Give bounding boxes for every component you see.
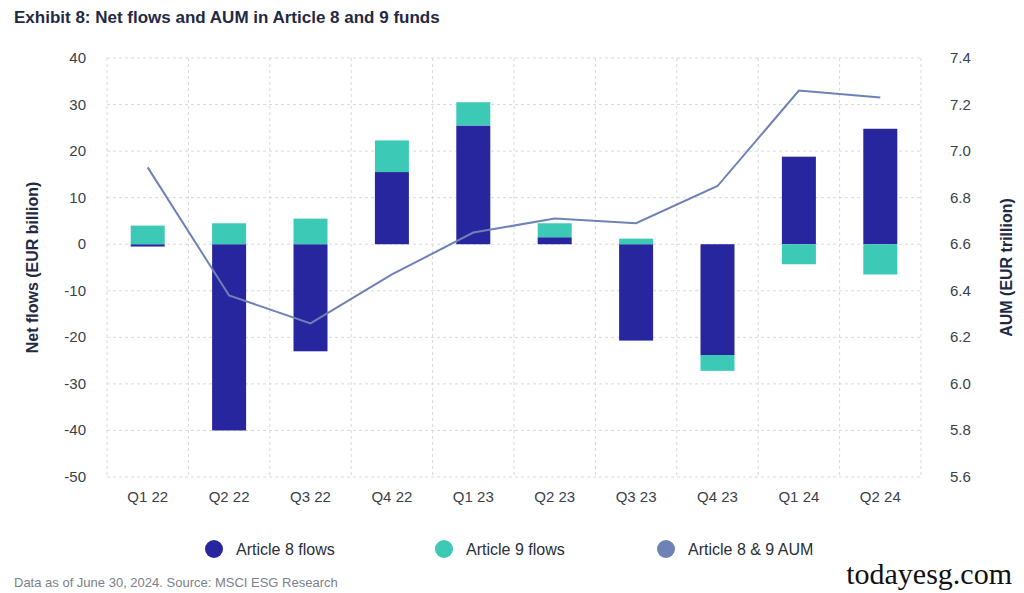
grid-line bbox=[107, 58, 921, 59]
y-tick-label: 30 bbox=[69, 96, 86, 113]
grid-line bbox=[107, 477, 921, 478]
y2-tick-label: 5.8 bbox=[950, 421, 971, 438]
bar bbox=[538, 237, 572, 244]
legend-marker bbox=[435, 540, 453, 558]
x-tick-label: Q2 24 bbox=[860, 488, 901, 505]
y2-tick-label: 7.2 bbox=[950, 96, 971, 113]
y-tick-label: -50 bbox=[64, 468, 86, 485]
legend-marker bbox=[205, 540, 223, 558]
bar bbox=[619, 239, 653, 245]
watermark: todayesg.com bbox=[846, 557, 1012, 590]
y2-axis: 5.6 5.8 6.0 6.2 6.4 6.6 6.8 7.0 7.2 7.4 bbox=[950, 49, 971, 485]
x-tick-label: Q1 23 bbox=[453, 488, 494, 505]
bar bbox=[456, 102, 490, 125]
marks bbox=[131, 91, 898, 431]
category-separator bbox=[269, 58, 270, 477]
chart: Exhibit 8: Net flows and AUM in Article … bbox=[0, 0, 1024, 593]
x-tick-label: Q1 24 bbox=[778, 488, 819, 505]
bar bbox=[863, 129, 897, 244]
grid bbox=[107, 58, 921, 477]
y2-tick-label: 6.6 bbox=[950, 235, 971, 252]
y2-tick-label: 7.4 bbox=[950, 49, 971, 66]
bar bbox=[212, 223, 246, 244]
x-tick-label: Q1 22 bbox=[127, 488, 168, 505]
bar bbox=[863, 244, 897, 274]
category-separator bbox=[839, 58, 840, 477]
y-axis-title: Net flows (EUR billion) bbox=[24, 182, 41, 354]
bar bbox=[701, 355, 735, 371]
y2-tick-label: 6.0 bbox=[950, 375, 971, 392]
bar bbox=[375, 140, 409, 172]
category-separator bbox=[758, 58, 759, 477]
bar bbox=[375, 172, 409, 244]
legend-label: Article 8 flows bbox=[236, 541, 335, 558]
y-axis: -50 -40 -30 -20 -10 0 10 20 30 40 bbox=[64, 49, 86, 485]
category-separator bbox=[514, 58, 515, 477]
y-tick-label: 40 bbox=[69, 49, 86, 66]
category-separator bbox=[188, 58, 189, 477]
bar bbox=[782, 244, 816, 264]
bar bbox=[212, 244, 246, 430]
y-tick-label: -20 bbox=[64, 328, 86, 345]
y2-tick-label: 6.4 bbox=[950, 282, 971, 299]
bar bbox=[294, 244, 328, 351]
bar bbox=[294, 219, 328, 245]
category-separator bbox=[351, 58, 352, 477]
bar bbox=[131, 226, 165, 245]
y-tick-label: -30 bbox=[64, 375, 86, 392]
y2-axis-title: AUM (EUR trillion) bbox=[998, 198, 1015, 337]
bar bbox=[456, 126, 490, 245]
grid-line bbox=[107, 104, 921, 105]
y2-tick-label: 7.0 bbox=[950, 142, 971, 159]
legend-label: Article 8 & 9 AUM bbox=[688, 541, 813, 558]
category-separator bbox=[676, 58, 677, 477]
bar bbox=[619, 244, 653, 340]
bar bbox=[131, 244, 165, 246]
x-tick-label: Q3 22 bbox=[290, 488, 331, 505]
legend-label: Article 9 flows bbox=[466, 541, 565, 558]
y2-tick-label: 5.6 bbox=[950, 468, 971, 485]
y-tick-label: 10 bbox=[69, 189, 86, 206]
y2-tick-label: 6.2 bbox=[950, 328, 971, 345]
category-separator bbox=[107, 58, 108, 477]
y-tick-label: 0 bbox=[78, 235, 86, 252]
y2-tick-label: 6.8 bbox=[950, 189, 971, 206]
source-note: Data as of June 30, 2024. Source: MSCI E… bbox=[14, 575, 338, 590]
legend: Article 8 flows Article 9 flows Article 8 … bbox=[205, 540, 813, 558]
bar bbox=[538, 223, 572, 237]
y-tick-label: -40 bbox=[64, 421, 86, 438]
x-tick-label: Q2 23 bbox=[534, 488, 575, 505]
x-tick-label: Q4 22 bbox=[371, 488, 412, 505]
y-tick-label: 20 bbox=[69, 142, 86, 159]
title: Exhibit 8: Net flows and AUM in Article … bbox=[14, 8, 440, 27]
category-separator bbox=[432, 58, 433, 477]
grid-line bbox=[107, 151, 921, 152]
bar bbox=[701, 244, 735, 355]
y-tick-label: -10 bbox=[64, 282, 86, 299]
x-tick-label: Q3 23 bbox=[616, 488, 657, 505]
category-separator bbox=[595, 58, 596, 477]
bar bbox=[782, 157, 816, 245]
x-axis: Q1 22 Q2 22 Q3 22 Q4 22 Q1 23 Q2 23 Q3 23 Q4 23… bbox=[127, 488, 900, 505]
x-tick-label: Q4 23 bbox=[697, 488, 738, 505]
category-separator bbox=[921, 58, 922, 477]
x-tick-label: Q2 22 bbox=[209, 488, 250, 505]
legend-marker bbox=[657, 540, 675, 558]
line bbox=[148, 91, 881, 324]
